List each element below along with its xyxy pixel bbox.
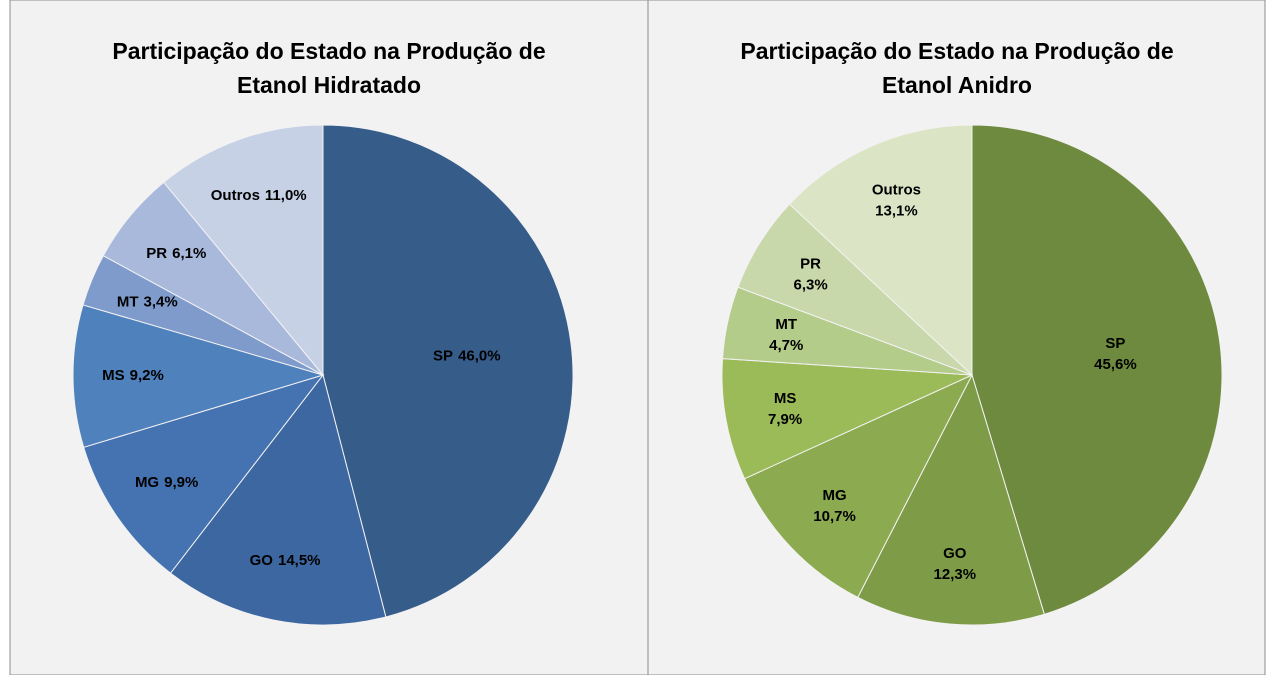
value-label: 11,0% <box>265 187 307 204</box>
value-label: 46,0% <box>458 348 501 365</box>
value-label: 14,5% <box>278 552 321 569</box>
pie-slice <box>721 358 973 480</box>
pie-slice <box>737 203 973 376</box>
pie-slice <box>743 373 974 599</box>
category-label: Outros <box>872 182 921 199</box>
value-label: 9,9% <box>164 474 198 491</box>
data-label: SP 45,6% <box>1094 335 1137 373</box>
category-label: GO <box>943 545 967 562</box>
data-label: PR 6,3% <box>794 256 828 294</box>
value-label: 6,3% <box>794 277 828 294</box>
data-label: MT 3,4% <box>117 294 178 311</box>
category-label: MG <box>135 474 159 491</box>
value-label: 7,9% <box>768 411 802 428</box>
pie-slice <box>722 286 973 376</box>
pie-slice <box>83 374 325 574</box>
pie-slice <box>102 181 324 376</box>
category-label: PR <box>800 256 821 273</box>
data-label: Outros 13,1% <box>872 182 921 220</box>
pie-slice <box>971 124 1223 615</box>
category-label: PR <box>146 245 167 262</box>
value-label: 3,4% <box>144 294 178 311</box>
category-label: MG <box>822 487 846 504</box>
category-label: MS <box>774 390 797 407</box>
chart-title: Participação do Estado na Produção de Et… <box>740 38 1174 98</box>
data-label: MG 9,9% <box>135 474 198 491</box>
value-label: 45,6% <box>1094 356 1137 373</box>
pie-slice <box>322 124 574 618</box>
category-label: GO <box>250 552 274 569</box>
pie-slice <box>163 124 324 377</box>
category-label: SP <box>433 348 453 365</box>
data-label: MS 7,9% <box>768 390 802 428</box>
data-label: Outros 11,0% <box>211 187 307 204</box>
value-label: 9,2% <box>130 367 164 384</box>
data-label: MS 9,2% <box>102 367 164 384</box>
pie-slice <box>857 373 1045 626</box>
value-label: 6,1% <box>172 245 206 262</box>
data-label: GO 14,5% <box>250 552 321 569</box>
data-label: SP 46,0% <box>433 348 501 365</box>
pie-slice <box>788 124 973 377</box>
pie-slice <box>169 373 387 626</box>
value-label: 4,7% <box>769 337 803 354</box>
category-label: MS <box>102 367 125 384</box>
category-label: MT <box>117 294 139 311</box>
value-label: 12,3% <box>934 566 977 583</box>
value-label: 13,1% <box>875 203 918 220</box>
data-label: MT 4,7% <box>769 316 803 354</box>
data-label: GO 12,3% <box>934 545 977 583</box>
category-label: SP <box>1105 335 1125 352</box>
category-label: MT <box>775 316 797 333</box>
pie-slice <box>72 304 325 448</box>
data-label: PR 6,1% <box>146 245 206 262</box>
chart-title: Participação do Estado na Produção de Et… <box>112 38 546 98</box>
category-label: Outros <box>211 187 260 204</box>
data-label: MG 10,7% <box>813 487 856 525</box>
value-label: 10,7% <box>813 508 856 525</box>
pie-slice <box>82 255 324 376</box>
